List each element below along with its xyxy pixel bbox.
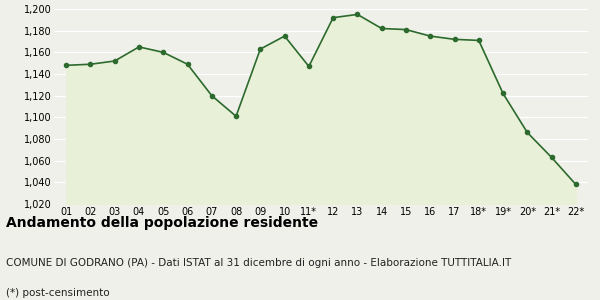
Text: Andamento della popolazione residente: Andamento della popolazione residente [6,216,318,230]
Text: (*) post-censimento: (*) post-censimento [6,288,110,298]
Text: COMUNE DI GODRANO (PA) - Dati ISTAT al 31 dicembre di ogni anno - Elaborazione T: COMUNE DI GODRANO (PA) - Dati ISTAT al 3… [6,258,511,268]
